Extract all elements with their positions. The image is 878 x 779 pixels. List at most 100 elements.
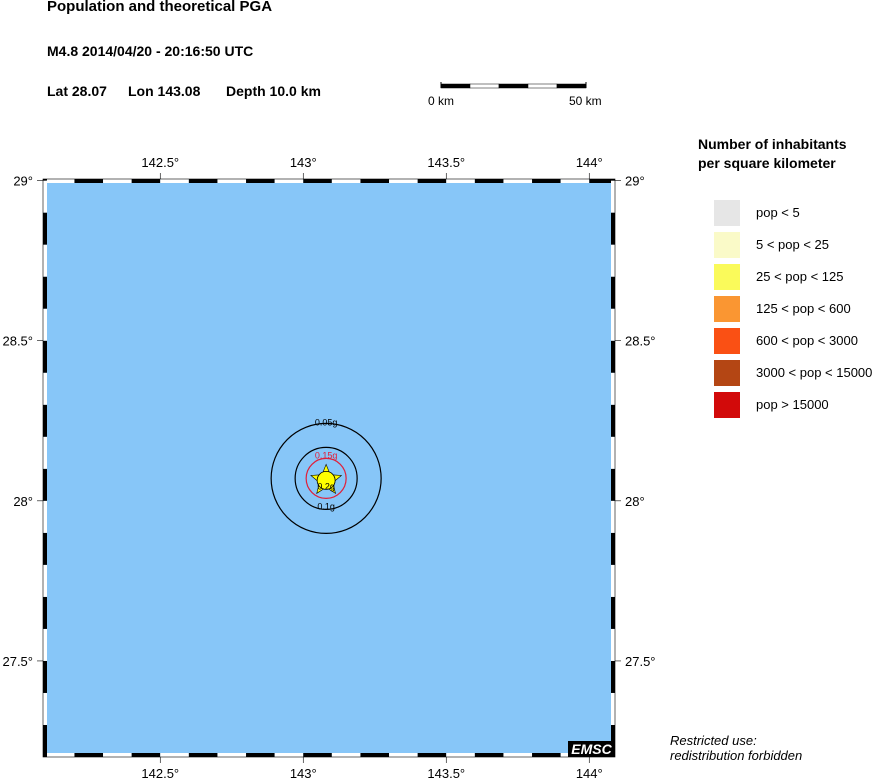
lat-tick-label-left: 29°: [13, 174, 33, 189]
frame-segment: [131, 179, 161, 183]
pga-contour-label: 0.1g: [317, 501, 335, 511]
frame-segment: [611, 180, 615, 213]
event-info: M4.8 2014/04/20 - 20:16:50 UTC: [47, 43, 254, 59]
frame-segment: [611, 692, 615, 725]
map-title: Population and theoretical PGA: [47, 0, 273, 15]
lon-tick-label-bottom: 143.5°: [427, 766, 465, 779]
frame-segment: [43, 692, 47, 725]
pga-contour: [270, 422, 382, 535]
frame-segment: [611, 244, 615, 277]
frame-segment: [611, 532, 615, 565]
frame-segment: [503, 753, 533, 757]
pga-contour-label: 0.05g: [315, 417, 338, 427]
frame-segment: [331, 179, 361, 183]
frame-segment: [532, 179, 561, 183]
lat-tick-label-left: 27.5°: [2, 654, 33, 669]
frame-segment: [43, 180, 47, 213]
frame-segment: [474, 179, 504, 183]
scale-bar-segment: [556, 83, 587, 89]
lon-tick-label-bottom: 144°: [576, 766, 603, 779]
notice-line1: Restricted use:: [670, 733, 757, 748]
frame-segment: [43, 404, 47, 437]
frame-segment: [43, 468, 47, 501]
frame-segment: [43, 436, 47, 469]
scale-bar-segment: [527, 83, 558, 89]
frame-segment: [188, 179, 218, 183]
frame-segment: [611, 724, 615, 757]
lat-tick-label-right: 29°: [625, 174, 645, 189]
frame-segment: [43, 596, 47, 629]
pga-contour-label: 0.15g: [315, 450, 338, 460]
frame-segment: [43, 276, 47, 309]
frame-segment: [446, 753, 475, 757]
frame-segment: [611, 436, 615, 469]
legend-swatch: [714, 392, 740, 418]
restricted-use-notice: Restricted use: redistribution forbidden: [670, 733, 802, 763]
scale-start-label: 0 km: [428, 94, 455, 108]
frame-segment: [503, 179, 533, 183]
legend-label: 5 < pop < 25: [756, 237, 830, 252]
scale-bar-segment: [440, 83, 471, 89]
frame-segment: [303, 179, 332, 183]
frame-segment: [274, 753, 304, 757]
pga-contour-label: 0.2g: [317, 481, 335, 491]
frame-segment: [611, 276, 615, 309]
frame-segment: [611, 564, 615, 597]
longitude-label: Lon 143.08: [128, 83, 201, 99]
frame-segment: [160, 179, 189, 183]
frame-segment: [611, 372, 615, 405]
frame-segment: [611, 628, 615, 661]
frame-segment: [532, 753, 561, 757]
notice-line2: redistribution forbidden: [670, 748, 803, 763]
lat-tick-label-left: 28.5°: [2, 334, 33, 349]
frame-segment: [611, 212, 615, 245]
legend-label: 125 < pop < 600: [756, 301, 851, 316]
frame-segment: [389, 753, 418, 757]
frame-segment: [560, 179, 590, 183]
frame-segment: [160, 753, 189, 757]
frame-segment: [611, 404, 615, 437]
frame-segment: [246, 179, 275, 183]
frame-segment: [43, 244, 47, 277]
frame-segment: [43, 340, 47, 373]
frame-segment: [246, 753, 275, 757]
legend-swatch: [714, 232, 740, 258]
pga-contour-inner: [316, 471, 336, 490]
frame-segment: [331, 753, 361, 757]
frame-segment: [360, 753, 390, 757]
frame-segment: [360, 179, 390, 183]
frame-segment: [43, 500, 47, 533]
legend-title-line2: per square kilometer: [698, 155, 836, 171]
frame-segment: [45, 179, 75, 183]
frame-segment: [43, 372, 47, 405]
frame-segment: [43, 179, 47, 181]
lat-tick-label-left: 28°: [13, 494, 33, 509]
lon-tick-label-top: 143°: [290, 155, 317, 170]
frame-segment: [303, 753, 332, 757]
legend-label: 25 < pop < 125: [756, 269, 844, 284]
frame-segment: [43, 308, 47, 341]
pga-contour: [294, 446, 358, 511]
lon-tick-label-top: 144°: [576, 155, 603, 170]
frame-segment: [611, 596, 615, 629]
legend-label: 3000 < pop < 15000: [756, 365, 873, 380]
frame-segment: [131, 753, 161, 757]
legend-title: Number of inhabitants per square kilomete…: [698, 135, 847, 173]
frame-segment: [43, 212, 47, 245]
lon-tick-label-top: 143.5°: [427, 155, 465, 170]
legend-label: pop < 5: [756, 205, 800, 220]
frame-segment: [589, 179, 615, 183]
lat-tick-label-right: 28.5°: [625, 334, 656, 349]
depth-label: Depth 10.0 km: [226, 83, 321, 99]
legend-label: 600 < pop < 3000: [756, 333, 858, 348]
frame-segment: [611, 179, 615, 181]
pga-contour: [305, 457, 347, 500]
lon-tick-label-top: 142.5°: [141, 155, 179, 170]
legend-swatch: [714, 200, 740, 226]
frame-segment: [611, 660, 615, 693]
frame-segment: [217, 179, 247, 183]
frame-segment: [43, 724, 47, 757]
frame-segment: [43, 660, 47, 693]
scale-bar-segment: [469, 83, 500, 89]
